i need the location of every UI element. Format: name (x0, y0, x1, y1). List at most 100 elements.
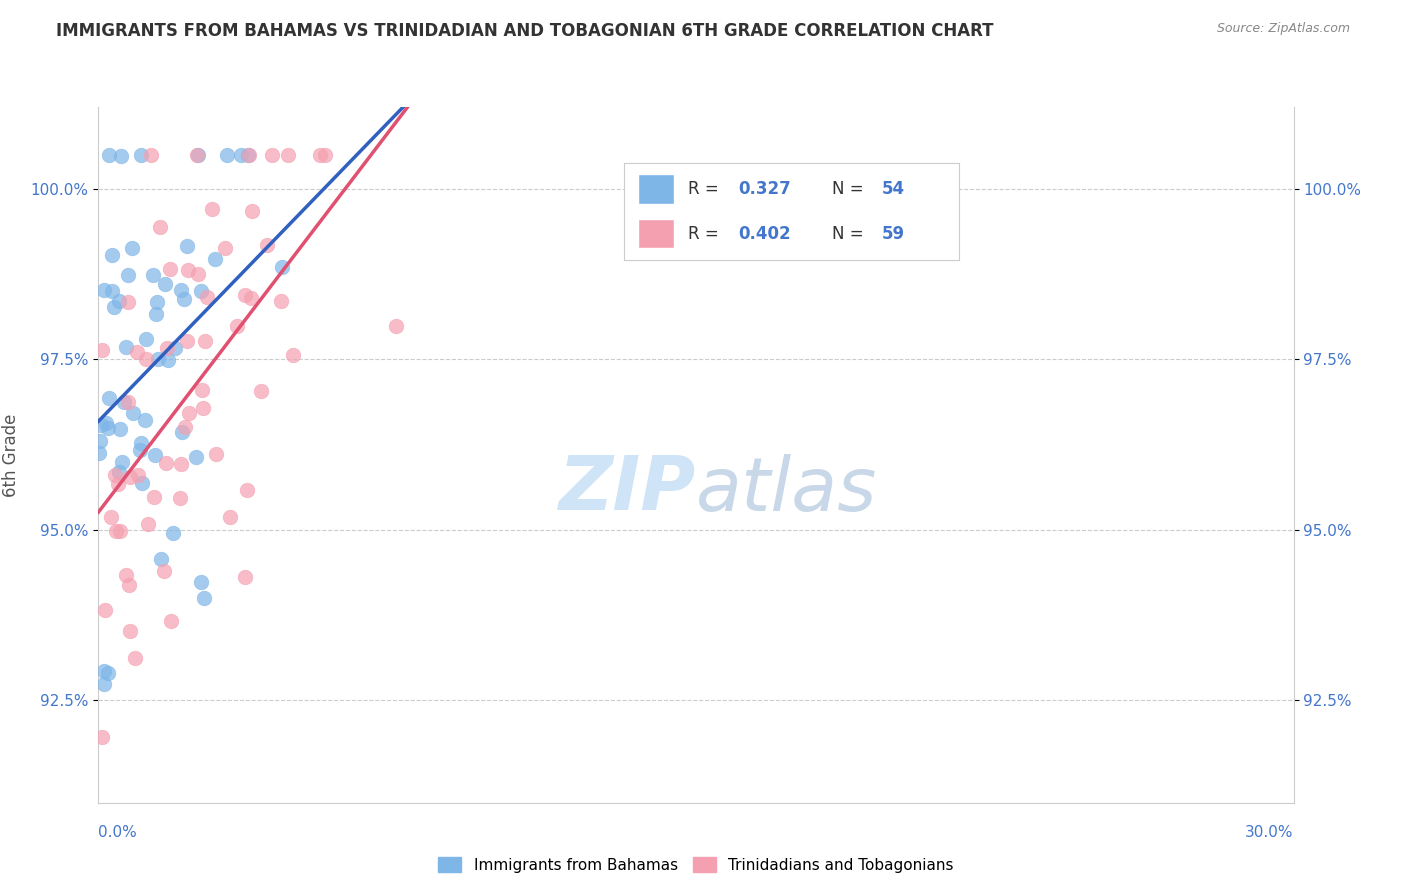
Point (236, 148, 259, 162)
Point (107, 477, 129, 491)
Point (90, 418, 112, 433)
Point (190, 284, 212, 298)
Legend: Immigrants from Bahamas, Trinidadians and Tobagonians: Immigrants from Bahamas, Trinidadians an… (432, 850, 960, 879)
Point (201, 202, 224, 216)
Point (193, 591, 215, 605)
Point (204, 448, 226, 462)
Point (121, 241, 143, 255)
Point (231, 148, 253, 162)
Y-axis label: 6th Grade: 6th Grade (1, 413, 20, 497)
Point (159, 261, 181, 276)
Point (173, 292, 195, 306)
Point (108, 422, 131, 436)
Bar (638, 219, 675, 248)
Point (100, 248, 122, 262)
Point (128, 443, 150, 458)
Text: IMMIGRANTS FROM BAHAMAS VS TRINIDADIAN AND TOBAGONIAN 6TH GRADE CORRELATION CHAR: IMMIGRANTS FROM BAHAMAS VS TRINIDADIAN A… (56, 22, 994, 40)
Point (97, 421, 120, 435)
Point (194, 334, 217, 348)
Point (124, 651, 146, 665)
Point (176, 239, 198, 253)
Point (162, 526, 184, 541)
Point (108, 293, 131, 308)
Point (93, 677, 115, 691)
Point (118, 624, 141, 639)
Point (235, 570, 257, 584)
Point (115, 340, 138, 354)
Point (117, 395, 139, 409)
Point (170, 283, 193, 297)
Point (314, 148, 336, 162)
Point (103, 301, 125, 315)
Text: 0.0%: 0.0% (98, 825, 138, 840)
Point (98, 391, 121, 405)
Text: ZIP: ZIP (558, 453, 696, 526)
Text: 59: 59 (882, 225, 905, 243)
Point (155, 277, 177, 291)
Text: 30.0%: 30.0% (1246, 825, 1294, 840)
Text: R =: R = (688, 225, 724, 243)
Point (179, 406, 201, 420)
Point (87, 446, 110, 460)
Point (308, 148, 330, 162)
Point (143, 448, 166, 462)
Point (122, 406, 145, 420)
Point (104, 524, 127, 538)
Text: Source: ZipAtlas.com: Source: ZipAtlas.com (1216, 22, 1350, 36)
Point (135, 332, 157, 346)
Point (100, 509, 122, 524)
Point (138, 517, 160, 532)
Point (94, 416, 117, 430)
Point (226, 319, 249, 334)
Point (187, 267, 209, 281)
Point (108, 524, 131, 539)
Point (233, 288, 256, 302)
Point (131, 436, 153, 450)
Point (142, 490, 165, 504)
Point (214, 241, 236, 255)
Text: R =: R = (688, 180, 724, 198)
Point (193, 401, 215, 415)
Text: N =: N = (832, 225, 869, 243)
Point (240, 203, 263, 218)
Point (89, 434, 111, 448)
Point (93, 664, 115, 678)
Point (190, 575, 212, 590)
Point (277, 148, 299, 162)
Point (219, 509, 242, 524)
Point (117, 268, 139, 282)
Point (262, 148, 284, 162)
Point (281, 348, 304, 362)
Point (139, 148, 162, 162)
Point (97, 666, 120, 681)
Point (172, 425, 194, 439)
Point (176, 334, 198, 348)
Point (131, 475, 153, 490)
Point (114, 567, 136, 582)
Text: 0.327: 0.327 (738, 180, 790, 198)
Point (150, 552, 173, 566)
Point (236, 483, 259, 498)
Text: atlas: atlas (696, 454, 877, 525)
Point (100, 285, 122, 299)
Point (146, 295, 169, 310)
Point (156, 342, 179, 356)
Point (91, 730, 114, 744)
Point (163, 341, 186, 355)
Point (238, 148, 260, 162)
Point (148, 351, 170, 366)
Point (131, 148, 153, 162)
Point (127, 468, 149, 483)
Bar (638, 175, 675, 203)
Point (120, 469, 142, 483)
Point (98, 148, 121, 162)
Point (270, 293, 292, 308)
Point (160, 614, 183, 628)
Point (169, 491, 191, 506)
Point (118, 577, 141, 591)
Text: N =: N = (832, 180, 869, 198)
Point (125, 345, 148, 359)
Point (174, 419, 197, 434)
Point (149, 220, 172, 235)
Point (104, 467, 127, 482)
